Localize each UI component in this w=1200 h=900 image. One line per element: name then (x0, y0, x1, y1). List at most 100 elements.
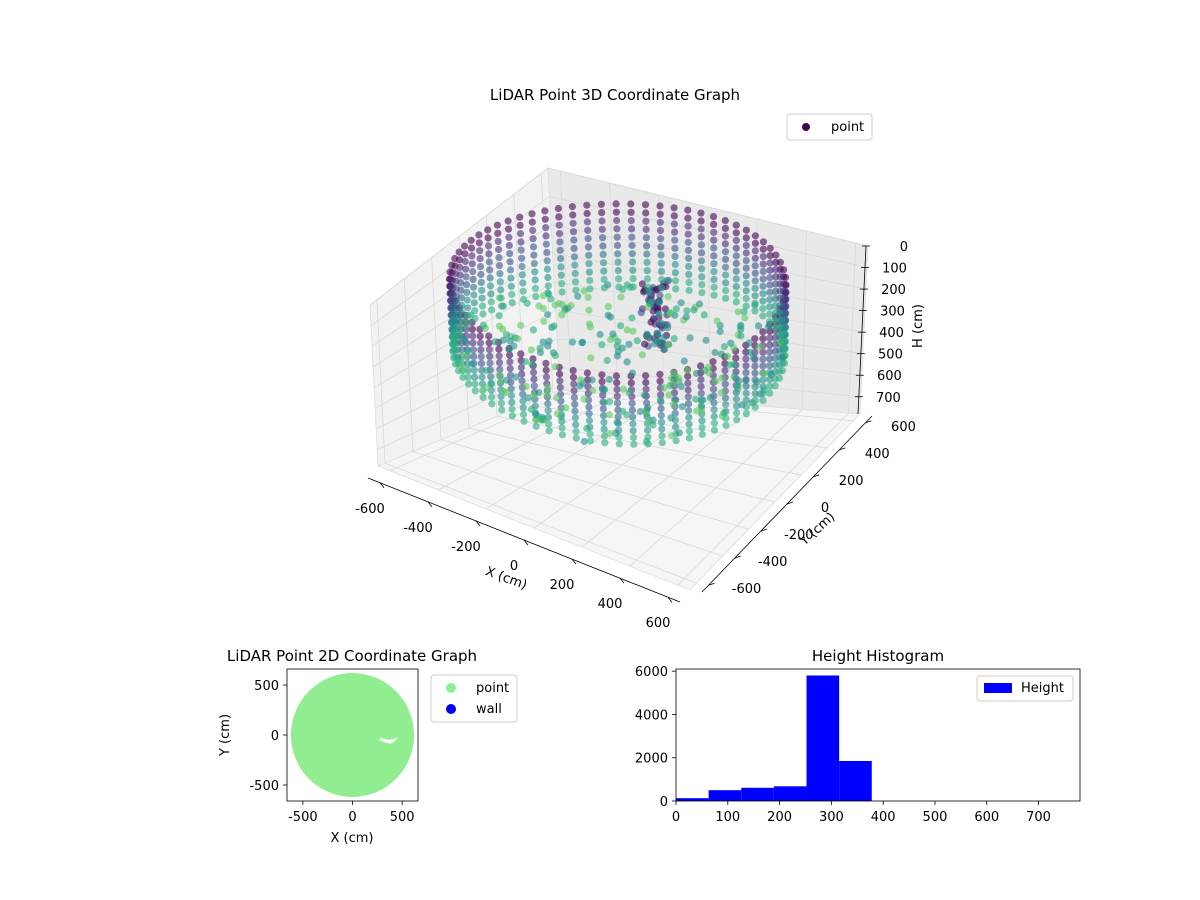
lidar-point-3d (643, 330, 651, 338)
lidar-point-3d (455, 248, 463, 256)
lidar-point-3d (710, 268, 718, 276)
lidar-point-3d (710, 419, 719, 427)
lidar-point-3d (656, 396, 665, 404)
x-tick-3d (667, 596, 673, 603)
lidar-point-3d (685, 278, 693, 286)
lidar-point-3d (478, 373, 486, 381)
lidar-point-3d (656, 226, 665, 235)
lidar-point-3d (485, 250, 493, 258)
lidar-point-3d (604, 311, 612, 319)
lidar-point-3d (482, 384, 490, 392)
lidar-point-3d (540, 317, 548, 325)
lidar-point-3d (536, 344, 544, 352)
lidar-point-3d (685, 254, 693, 262)
lidar-point-3d (598, 225, 606, 233)
y-tick-label-3d: 600 (891, 420, 916, 435)
lidar-point-3d (721, 217, 729, 225)
x-tick-3d (619, 577, 625, 584)
lidar-point-3d (617, 322, 625, 330)
lidar-point-3d (532, 415, 540, 424)
lidar-point-3d (657, 404, 665, 413)
lidar-point-3d (629, 433, 638, 442)
lidar-point-3d (732, 259, 740, 268)
lidar-point-3d (585, 410, 593, 418)
lidar-point-3d (613, 379, 621, 387)
lidar-point-3d (732, 229, 740, 237)
lidar-point-3d (494, 237, 502, 245)
lidar-point-3d (519, 390, 527, 398)
x-tick-3d (379, 482, 385, 489)
lidar-point-3d (586, 430, 594, 438)
legend-histogram-frame (976, 675, 1074, 702)
lidar-point-3d (732, 267, 740, 275)
lidar-point-3d (544, 342, 552, 350)
lidar-point-3d (519, 279, 527, 287)
lidar-point-3d (613, 233, 621, 241)
lidar-point-3d (751, 262, 759, 270)
lidar-point-3d (554, 410, 562, 418)
lidar-point-3d (556, 246, 564, 254)
lidar-point-3d (502, 388, 510, 397)
lidar-point-3d (685, 427, 693, 435)
lidar-point-3d (710, 426, 719, 434)
lidar-point-3d (478, 294, 486, 302)
lidar-point-3d (558, 424, 566, 432)
lidar-point-3d (478, 302, 487, 310)
lidar-point-3d (600, 418, 608, 426)
lidar-point-3d (585, 320, 593, 328)
histogram-bar (676, 798, 709, 801)
lidar-point-3d (460, 242, 469, 250)
chart-3d-axes: -600-400-2000200400600-600-400-200020040… (355, 240, 916, 631)
lidar-point-3d (627, 379, 635, 387)
x-tick-label-3d: 0 (510, 559, 518, 574)
lidar-point-3d (684, 400, 693, 408)
lidar-point-3d (598, 209, 606, 217)
y-tick-label-2d: 500 (254, 679, 279, 694)
legend-2d-label-wall: wall (476, 702, 502, 717)
lidar-point-3d (671, 409, 679, 417)
lidar-point-3d (471, 373, 479, 381)
lidar-point-3d (660, 384, 668, 392)
lidar-point-3d (615, 440, 623, 448)
z-tick-label-3d: 0 (900, 240, 908, 255)
lidar-point-3d (772, 280, 780, 288)
lidar-point-3d (697, 217, 705, 225)
lidar-point-3d (508, 398, 516, 406)
y-tick-label-3d: -600 (732, 582, 762, 597)
lidar-point-3d (464, 373, 472, 381)
lidar-point-3d (506, 365, 514, 373)
lidar-point-3d (471, 380, 479, 388)
lidar-point-3d (742, 396, 750, 404)
lidar-point-3d (656, 370, 664, 378)
lidar-point-3d (570, 387, 578, 395)
lidar-point-3d (517, 238, 525, 246)
lidar-point-3d (721, 366, 729, 375)
lidar-point-3d (571, 269, 579, 278)
lidar-point-3d (493, 221, 501, 229)
lidar-point-3d (613, 418, 621, 426)
lidar-point-3d (613, 216, 621, 225)
lidar-point-3d (642, 225, 650, 233)
lidar-point-3d (733, 409, 741, 417)
lidar-point-3d (487, 290, 495, 298)
lidar-point-3d (775, 374, 784, 382)
lidar-point-3d (541, 207, 549, 215)
lidar-point-3d (553, 394, 561, 402)
lidar-point-3d (585, 251, 593, 259)
lidar-point-3d (698, 430, 706, 438)
y-tick-3d (813, 474, 820, 478)
lidar-point-3d (605, 398, 614, 406)
lidar-point-3d (519, 397, 527, 405)
lidar-point-3d (485, 346, 493, 354)
lidar-point-3d (583, 424, 591, 432)
lidar-point-3d (475, 239, 483, 247)
lidar-point-3d (464, 319, 472, 327)
lidar-point-3d (742, 389, 750, 397)
histogram-bar (806, 675, 840, 801)
lidar-point-3d (477, 346, 485, 354)
lidar-point-3d (680, 357, 688, 365)
lidar-point-3d (508, 405, 516, 413)
lidar-point-3d (600, 284, 609, 292)
lidar-point-3d (642, 209, 650, 217)
lidar-point-3d (742, 264, 750, 272)
